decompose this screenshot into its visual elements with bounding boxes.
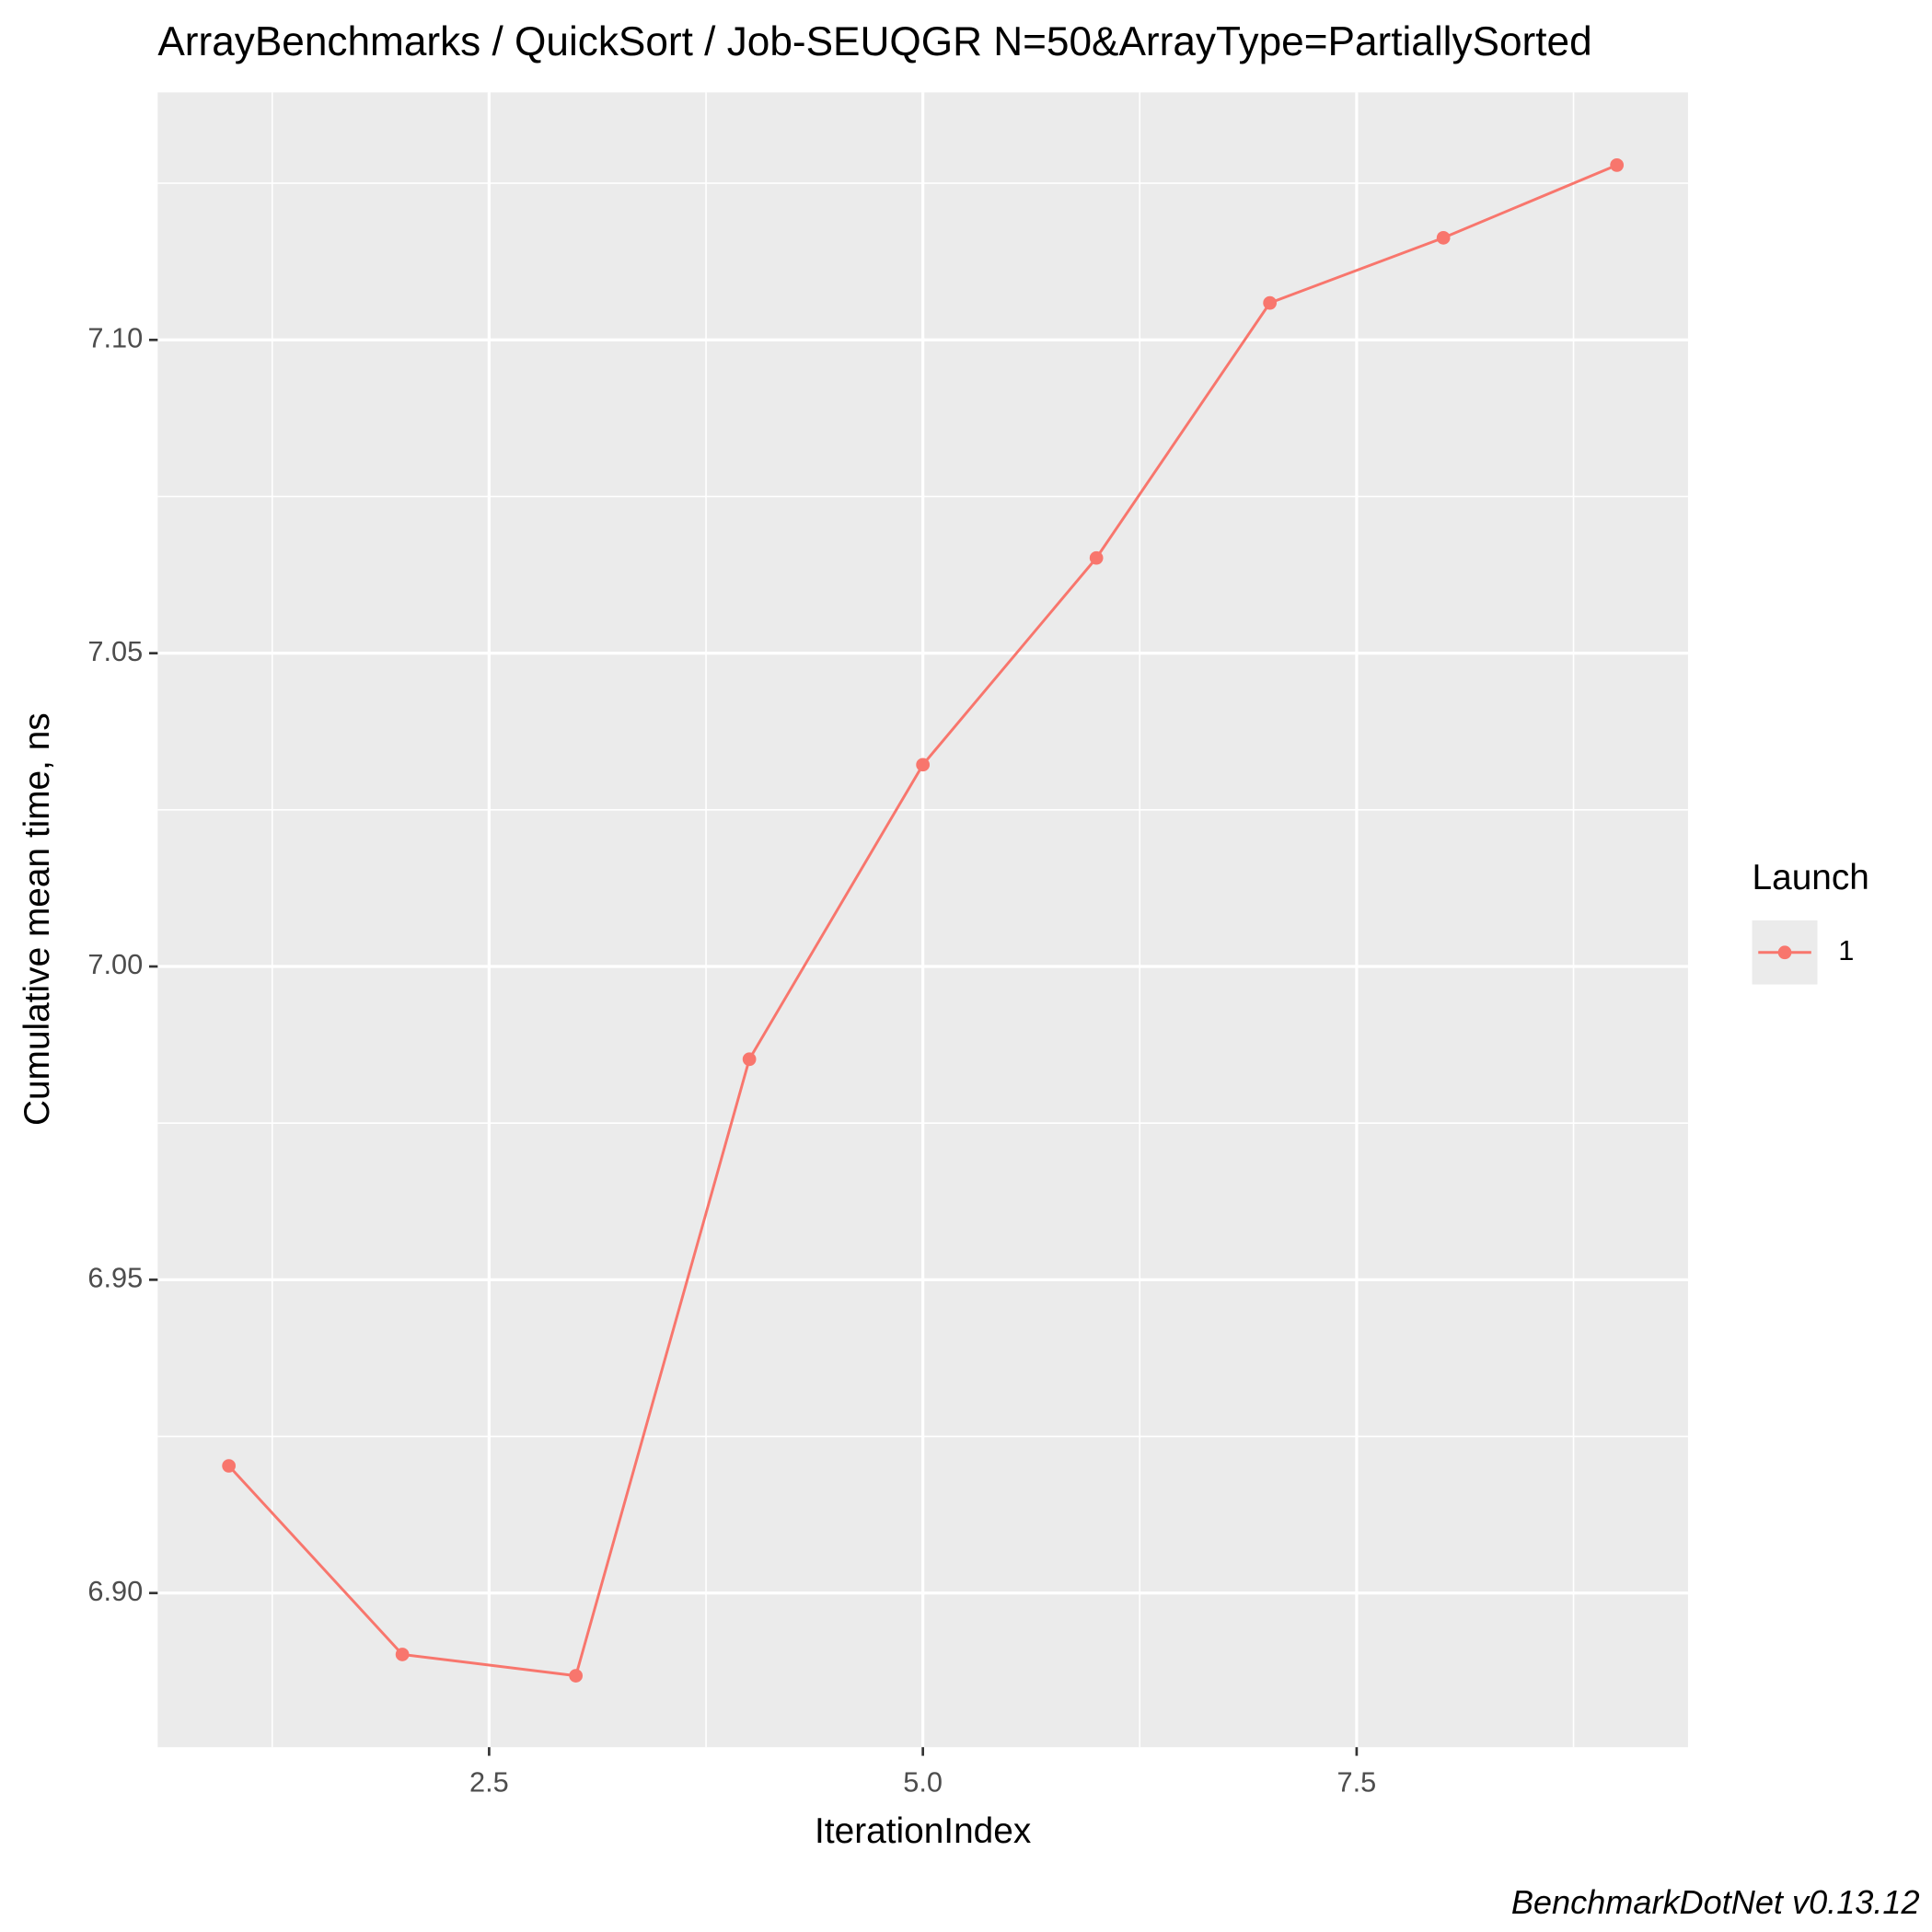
legend-label: 1 [1838,934,1854,966]
y-tick-label: 7.10 [87,321,143,353]
data-point [569,1669,584,1683]
y-tick-label: 7.00 [87,948,143,980]
data-point [395,1648,410,1661]
data-point [1263,295,1278,310]
data-point [1089,550,1104,565]
data-point [1436,230,1451,245]
legend-title: Launch [1753,858,1869,897]
x-tick-label: 2.5 [469,1765,509,1798]
legend-marker [1777,945,1792,960]
y-tick-label: 6.90 [87,1575,143,1607]
x-tick-label: 5.0 [903,1765,943,1798]
y-tick-label: 6.95 [87,1262,143,1294]
x-axis-label: IterationIndex [815,1811,1031,1851]
data-point [1610,158,1625,172]
data-point [742,1052,757,1067]
data-point [222,1459,236,1473]
data-point [916,758,931,772]
caption: BenchmarkDotNet v0.13.12 [1511,1883,1920,1921]
x-tick-label: 7.5 [1337,1765,1377,1798]
chart-title: ArrayBenchmarks / QuickSort / Job-SEUQGR… [157,19,1591,64]
y-axis-label: Cumulative mean time, ns [17,712,57,1126]
y-tick-label: 7.05 [87,635,143,667]
